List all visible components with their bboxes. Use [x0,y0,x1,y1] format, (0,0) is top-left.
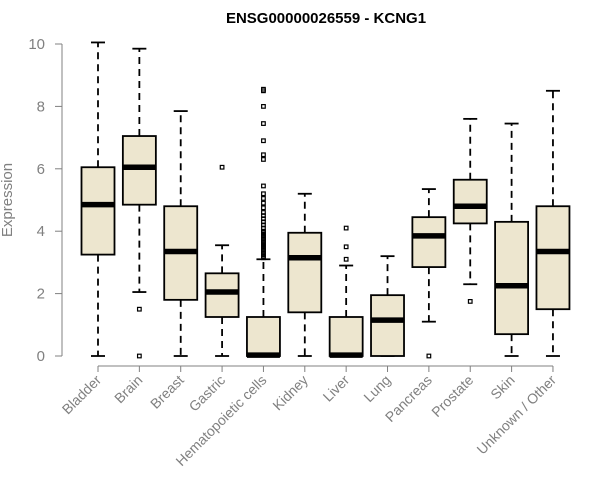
box-unknown-other [535,89,571,357]
outlier-point [261,196,266,201]
y-tick-label: 6 [37,161,45,178]
x-tick-label: Liver [320,372,353,405]
outlier-point [261,183,266,189]
iqr-box [411,216,447,268]
iqr-box [452,178,488,225]
box-breast [163,110,199,357]
x-tick-label: Brain [111,372,145,406]
y-tick-label: 8 [37,98,45,115]
x-tick-label: Lung [360,372,393,405]
iqr-box [80,166,116,256]
x-tick-label: Bladder [59,372,105,418]
box-pancreas [411,188,447,359]
outlier-point [261,157,266,162]
box-skin [494,122,530,357]
iqr-box [328,316,364,357]
plot-area [80,41,571,359]
outlier-point [467,299,473,304]
y-axis-label: Expression [0,163,16,237]
y-tick-label: 4 [37,223,45,240]
box-prostate [452,117,488,304]
iqr-box [287,231,323,314]
outlier-point [261,205,266,211]
outlier-point [426,353,432,359]
y-axis: 0 2 4 6 8 10 [28,36,63,365]
x-tick-label: Skin [487,372,518,403]
x-tick-label: Breast [147,372,187,412]
x-tick-label: Prostate [428,372,476,420]
outlier-point [261,103,266,109]
chart-title: ENSG00000026559 - KCNG1 [226,10,426,27]
outlier-point [261,86,266,92]
outlier-point [261,152,266,158]
outlier-point [261,138,266,144]
y-tick-label: 2 [37,286,45,303]
box-kidney [287,192,323,357]
outlier-point [136,353,142,359]
outlier-point [261,121,266,126]
iqr-box [246,316,281,357]
iqr-box [121,135,157,206]
iqr-box [494,220,530,336]
box-gastric [204,164,240,357]
iqr-box [535,205,571,311]
box-lung [370,255,405,357]
outlier-point [261,191,266,197]
outlier-point [136,306,142,312]
outlier-point [219,164,225,170]
outlier-point [261,200,266,206]
y-tick-label: 10 [28,36,45,53]
x-tick-label: Kidney [269,372,311,414]
outlier-point [343,244,349,250]
box-hematopoietic-cells [246,86,281,358]
iqr-box [370,294,405,357]
outlier-point [343,225,349,231]
box-liver [328,225,364,358]
box-brain [121,47,157,359]
box-bladder [80,41,116,357]
outlier-point [261,210,266,215]
iqr-box [204,272,240,318]
x-tick-label: Unknown / Other [473,372,559,458]
y-tick-label: 0 [37,348,45,365]
outlier-point [343,256,349,262]
